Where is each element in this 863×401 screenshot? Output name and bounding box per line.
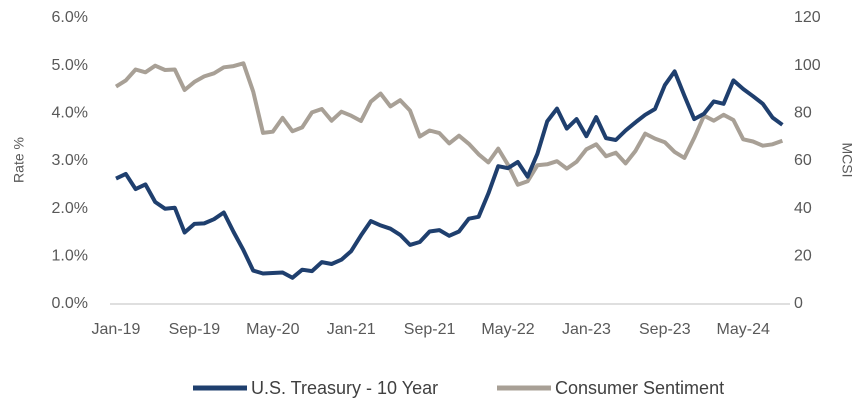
x-tick-label: May-24 — [717, 321, 770, 338]
y2-tick-label: 0 — [794, 295, 803, 312]
y-tick-label: 1.0% — [52, 248, 88, 265]
series-line — [115, 69, 784, 280]
y-tick-label: 6.0% — [52, 9, 88, 26]
y2-tick-label: 120 — [794, 9, 821, 26]
y2-tick-label: 100 — [794, 57, 821, 74]
x-tick-label: Jan-23 — [562, 321, 611, 338]
x-tick-label: Jan-21 — [327, 321, 376, 338]
y2-tick-label: 80 — [794, 105, 812, 122]
y-tick-label: 5.0% — [52, 57, 88, 74]
y2-tick-label: 60 — [794, 152, 812, 169]
y-tick-label: 0.0% — [52, 295, 88, 312]
y-tick-label: 3.0% — [52, 152, 88, 169]
legend-label: Consumer Sentiment — [555, 378, 724, 398]
y2-tick-label: 20 — [794, 248, 812, 265]
y2-axis-title: MCSI — [839, 143, 855, 178]
legend-label: U.S. Treasury - 10 Year — [251, 378, 438, 398]
x-tick-label: Sep-21 — [404, 321, 456, 338]
x-tick-label: Jan-19 — [92, 321, 141, 338]
y2-tick-label: 40 — [794, 200, 812, 217]
x-tick-label: May-22 — [481, 321, 534, 338]
series-line — [114, 61, 784, 187]
x-tick-label: Sep-19 — [169, 321, 221, 338]
x-tick-label: Sep-23 — [639, 321, 691, 338]
y-tick-label: 4.0% — [52, 105, 88, 122]
x-tick-label: May-20 — [246, 321, 299, 338]
y-tick-label: 2.0% — [52, 200, 88, 217]
y-axis-title: Rate % — [11, 137, 27, 183]
